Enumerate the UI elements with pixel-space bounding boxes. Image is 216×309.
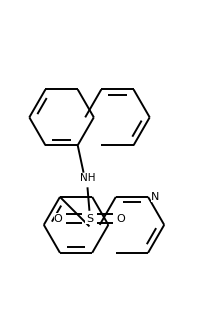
Text: O: O [116,214,125,224]
Text: S: S [86,214,93,224]
Text: O: O [54,214,62,224]
Text: N: N [151,192,159,202]
Text: NH: NH [80,172,95,183]
